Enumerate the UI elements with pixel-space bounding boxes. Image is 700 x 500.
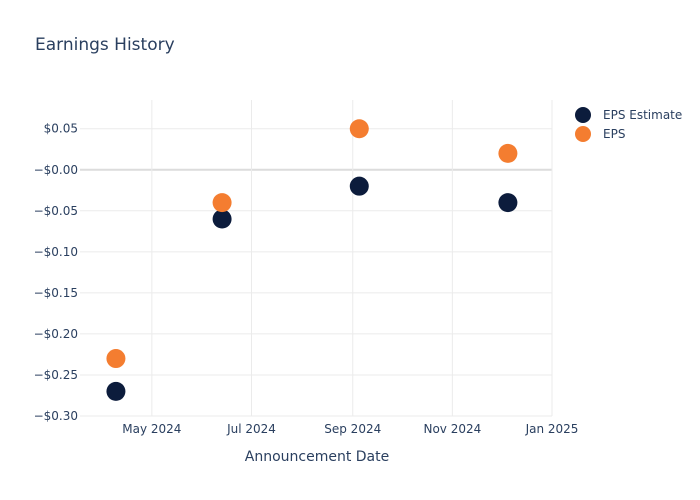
y-tick-label: −$0.15 xyxy=(34,286,78,300)
legend-marker xyxy=(575,107,591,123)
x-tick-label: Jul 2024 xyxy=(226,422,276,436)
legend-item-0[interactable]: EPS Estimate xyxy=(575,107,682,123)
y-tick-label: $0.05 xyxy=(44,122,78,136)
y-tick-label: −$0.25 xyxy=(34,368,78,382)
eps-point[interactable] xyxy=(212,193,232,213)
eps-estimate-point[interactable] xyxy=(349,176,369,196)
series-1 xyxy=(106,119,518,369)
x-tick-label: May 2024 xyxy=(122,422,181,436)
legend-marker xyxy=(575,126,591,142)
chart-title: Earnings History xyxy=(35,35,175,55)
y-tick-label: −$0.20 xyxy=(34,327,78,341)
x-tick-label: Sep 2024 xyxy=(324,422,381,436)
eps-estimate-point[interactable] xyxy=(498,193,518,213)
x-axis-title: Announcement Date xyxy=(245,449,389,465)
eps-point[interactable] xyxy=(106,349,126,369)
grid-lines xyxy=(80,100,553,417)
y-tick-label: −$0.30 xyxy=(34,409,78,423)
y-tick-label: −$0.10 xyxy=(34,245,78,259)
data-points xyxy=(106,119,518,401)
eps-point[interactable] xyxy=(498,143,518,163)
legend-label: EPS Estimate xyxy=(603,108,682,122)
y-tick-label: −$0.00 xyxy=(34,163,78,177)
x-tick-label: Jan 2025 xyxy=(525,422,579,436)
y-tick-label: −$0.05 xyxy=(34,204,78,218)
legend[interactable]: EPS Estimate EPS xyxy=(575,107,682,142)
tick-labels: $0.05 −$0.00 −$0.05 −$0.10 −$0.15 −$0.20 −$0.2… xyxy=(34,122,579,436)
legend-item-1[interactable]: EPS xyxy=(575,126,625,142)
series-0 xyxy=(106,176,518,401)
legend-label: EPS xyxy=(603,127,625,141)
eps-estimate-point[interactable] xyxy=(106,381,126,401)
x-tick-label: Nov 2024 xyxy=(423,422,481,436)
eps-point[interactable] xyxy=(349,119,369,139)
eps-estimate-point[interactable] xyxy=(212,209,232,229)
